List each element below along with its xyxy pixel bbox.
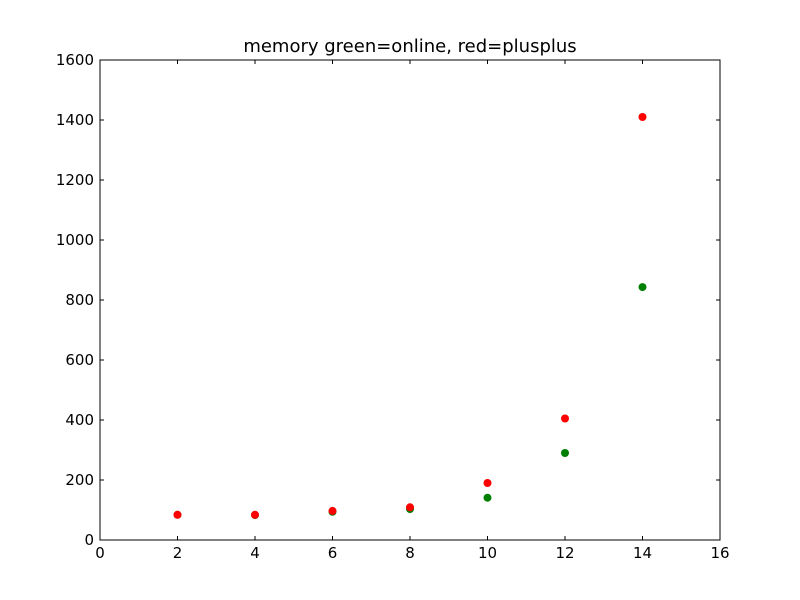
y-tick-label: 800 [65,291,94,309]
y-tick-label: 1000 [56,231,94,249]
x-tick-label: 2 [173,544,183,562]
axis-ticks [99,59,721,541]
x-tick-label: 6 [328,544,338,562]
x-tick-label: 14 [633,544,652,562]
x-axis-tick-labels: 0 2 4 6 8 10 12 14 16 [95,544,729,562]
data-point [561,414,569,423]
data-point [406,503,414,512]
x-tick-label: 0 [95,544,105,562]
data-point [483,479,492,487]
plot-area-frame [99,59,721,541]
x-tick-label: 16 [710,544,729,562]
data-point [328,506,337,515]
y-tick-label: 1200 [56,171,94,189]
y-tick-label: 0 [84,531,94,549]
data-point [561,449,569,457]
series-0 [173,283,647,520]
x-tick-label: 8 [405,544,415,562]
y-tick-label: 400 [65,411,94,429]
y-axis-tick-labels: 0 200 400 600 800 1000 1200 1400 1600 [56,51,94,549]
y-tick-label: 1600 [56,51,94,69]
data-point [251,510,259,519]
y-tick-label: 600 [65,351,94,369]
data-points [173,113,647,520]
x-tick-label: 12 [555,544,574,562]
data-point [638,283,647,292]
x-tick-label: 4 [250,544,260,562]
data-point [483,493,492,502]
y-tick-label: 1400 [56,111,94,129]
data-point [638,113,647,121]
series-1 [173,113,647,519]
chart-title: memory green=online, red=plusplus [243,36,576,57]
data-point [173,510,182,519]
y-tick-label: 200 [65,471,94,489]
x-tick-label: 10 [478,544,497,562]
